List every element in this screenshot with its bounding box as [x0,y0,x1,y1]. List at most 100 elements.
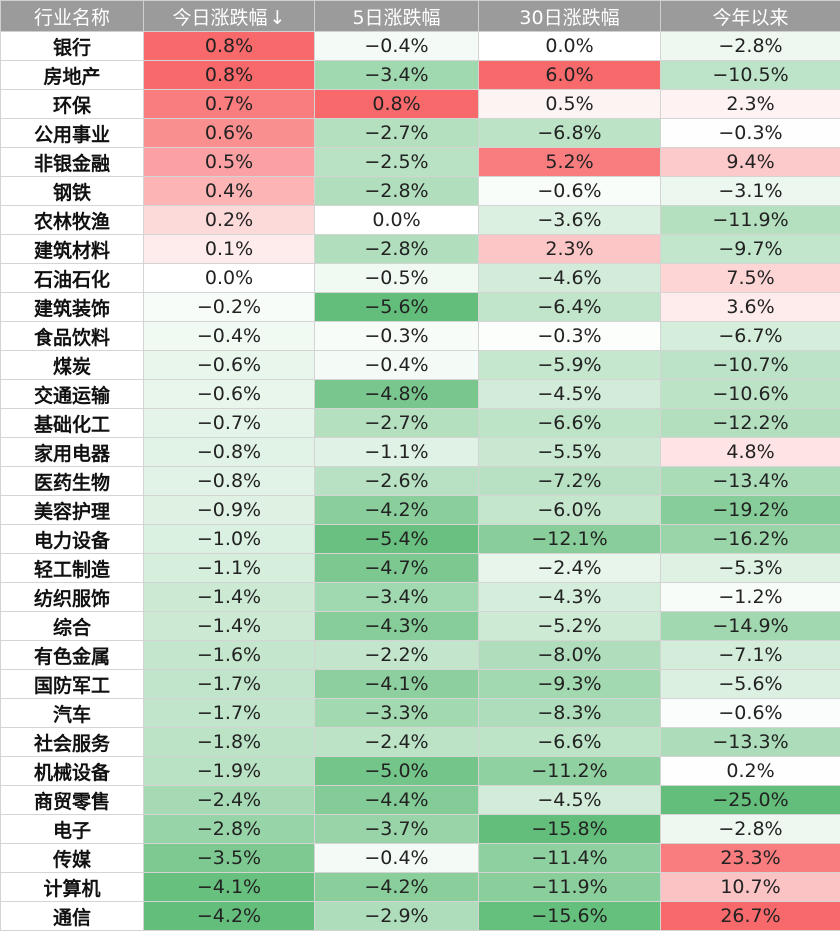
thirty-day-change-cell: −6.4% [479,293,661,322]
industry-name-cell: 商贸零售 [1,786,144,815]
table-row[interactable]: 汽车−1.7%−3.3%−8.3%−0.6% [1,699,840,728]
thirty-day-change-cell: −5.5% [479,438,661,467]
five-day-change-cell: −5.4% [315,525,479,554]
five-day-change-cell: 0.0% [315,206,479,235]
col-header-today-change[interactable]: 今日涨跌幅↓ [144,1,315,32]
thirty-day-change-cell: −8.3% [479,699,661,728]
thirty-day-change-cell: −6.6% [479,728,661,757]
five-day-change-cell: −3.4% [315,61,479,90]
today-change-cell: −1.4% [144,612,315,641]
table-row[interactable]: 社会服务−1.8%−2.4%−6.6%−13.3% [1,728,840,757]
industry-name-cell: 石油石化 [1,264,144,293]
today-change-cell: −1.7% [144,699,315,728]
table-row[interactable]: 通信−4.2%−2.9%−15.6%26.7% [1,902,840,931]
today-change-cell: 0.8% [144,32,315,61]
today-change-cell: −4.2% [144,902,315,931]
table-row[interactable]: 建筑装饰−0.2%−5.6%−6.4%3.6% [1,293,840,322]
industry-name-cell: 电子 [1,815,144,844]
five-day-change-cell: −3.4% [315,583,479,612]
industry-name-cell: 汽车 [1,699,144,728]
ytd-change-cell: −5.6% [661,670,840,699]
five-day-change-cell: −0.4% [315,351,479,380]
col-header-30day-change[interactable]: 30日涨跌幅 [479,1,661,32]
table-row[interactable]: 有色金属−1.6%−2.2%−8.0%−7.1% [1,641,840,670]
thirty-day-change-cell: 6.0% [479,61,661,90]
thirty-day-change-cell: −5.2% [479,612,661,641]
five-day-change-cell: −4.1% [315,670,479,699]
table-row[interactable]: 商贸零售−2.4%−4.4%−4.5%−25.0% [1,786,840,815]
table-row[interactable]: 传媒−3.5%−0.4%−11.4%23.3% [1,844,840,873]
table-row[interactable]: 纺织服饰−1.4%−3.4%−4.3%−1.2% [1,583,840,612]
today-change-cell: −2.4% [144,786,315,815]
table-row[interactable]: 计算机−4.1%−4.2%−11.9%10.7% [1,873,840,902]
industry-name-cell: 建筑材料 [1,235,144,264]
five-day-change-cell: −2.5% [315,148,479,177]
industry-name-cell: 农林牧渔 [1,206,144,235]
five-day-change-cell: −1.1% [315,438,479,467]
table-row[interactable]: 美容护理−0.9%−4.2%−6.0%−19.2% [1,496,840,525]
ytd-change-cell: −10.6% [661,380,840,409]
industry-name-cell: 国防军工 [1,670,144,699]
thirty-day-change-cell: −4.3% [479,583,661,612]
table-row[interactable]: 食品饮料−0.4%−0.3%−0.3%−6.7% [1,322,840,351]
table-row[interactable]: 综合−1.4%−4.3%−5.2%−14.9% [1,612,840,641]
thirty-day-change-cell: −11.4% [479,844,661,873]
five-day-change-cell: −2.9% [315,902,479,931]
industry-name-cell: 综合 [1,612,144,641]
ytd-change-cell: 23.3% [661,844,840,873]
five-day-change-cell: −2.8% [315,235,479,264]
five-day-change-cell: −3.3% [315,699,479,728]
table-row[interactable]: 机械设备−1.9%−5.0%−11.2%0.2% [1,757,840,786]
col-header-5day-change[interactable]: 5日涨跌幅 [315,1,479,32]
today-change-cell: −0.6% [144,351,315,380]
table-row[interactable]: 电子−2.8%−3.7%−15.8%−2.8% [1,815,840,844]
ytd-change-cell: −25.0% [661,786,840,815]
table-row[interactable]: 电力设备−1.0%−5.4%−12.1%−16.2% [1,525,840,554]
industry-name-cell: 家用电器 [1,438,144,467]
ytd-change-cell: 10.7% [661,873,840,902]
table-row[interactable]: 国防军工−1.7%−4.1%−9.3%−5.6% [1,670,840,699]
industry-name-cell: 传媒 [1,844,144,873]
today-change-cell: −0.8% [144,467,315,496]
table-row[interactable]: 基础化工−0.7%−2.7%−6.6%−12.2% [1,409,840,438]
col-header-label: 行业名称 [34,7,110,29]
industry-name-cell: 纺织服饰 [1,583,144,612]
col-header-label: 今年以来 [712,7,788,29]
industry-name-cell: 电力设备 [1,525,144,554]
table-row[interactable]: 家用电器−0.8%−1.1%−5.5%4.8% [1,438,840,467]
today-change-cell: −1.8% [144,728,315,757]
today-change-cell: −1.9% [144,757,315,786]
ytd-change-cell: −2.8% [661,32,840,61]
today-change-cell: 0.2% [144,206,315,235]
col-header-ytd-change[interactable]: 今年以来 [661,1,840,32]
ytd-change-cell: −5.3% [661,554,840,583]
ytd-change-cell: 2.3% [661,90,840,119]
thirty-day-change-cell: −5.9% [479,351,661,380]
industry-name-cell: 公用事业 [1,119,144,148]
five-day-change-cell: 0.8% [315,90,479,119]
table-row[interactable]: 煤炭−0.6%−0.4%−5.9%−10.7% [1,351,840,380]
table-row[interactable]: 医药生物−0.8%−2.6%−7.2%−13.4% [1,467,840,496]
industry-name-cell: 交通运输 [1,380,144,409]
five-day-change-cell: −4.2% [315,873,479,902]
five-day-change-cell: −2.7% [315,119,479,148]
col-header-industry[interactable]: 行业名称 [1,1,144,32]
ytd-change-cell: −13.4% [661,467,840,496]
ytd-change-cell: −6.7% [661,322,840,351]
table-row[interactable]: 轻工制造−1.1%−4.7%−2.4%−5.3% [1,554,840,583]
table-row[interactable]: 交通运输−0.6%−4.8%−4.5%−10.6% [1,380,840,409]
today-change-cell: −1.4% [144,583,315,612]
five-day-change-cell: −5.6% [315,293,479,322]
thirty-day-change-cell: −6.0% [479,496,661,525]
